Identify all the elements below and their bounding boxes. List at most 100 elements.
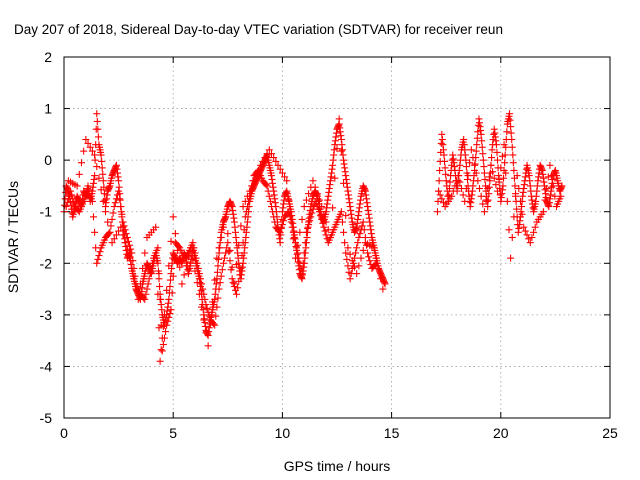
data-point — [242, 208, 250, 216]
data-point — [238, 252, 246, 260]
data-point — [379, 285, 387, 293]
data-point — [281, 173, 289, 181]
data-point — [99, 177, 107, 185]
data-point — [70, 199, 78, 207]
y-tick-label: 2 — [44, 49, 52, 65]
data-point — [298, 215, 306, 223]
data-point — [322, 218, 330, 226]
chart-title: Day 207 of 2018, Sidereal Day-to-day VTE… — [14, 22, 503, 37]
data-point — [316, 208, 324, 216]
data-point — [198, 303, 206, 311]
data-point — [503, 128, 511, 136]
data-point — [89, 213, 97, 221]
data-point — [202, 301, 210, 309]
data-point — [128, 264, 136, 272]
data-point — [213, 254, 221, 262]
data-point — [500, 174, 508, 182]
y-tick-label: -3 — [40, 307, 53, 323]
data-point — [329, 204, 337, 212]
data-point — [352, 249, 360, 257]
data-point — [302, 228, 310, 236]
data-point — [365, 253, 373, 261]
data-point — [285, 196, 293, 204]
data-point — [93, 163, 101, 171]
data-point — [549, 182, 557, 190]
data-point — [304, 224, 312, 232]
data-point — [264, 187, 272, 195]
data-point — [141, 249, 149, 257]
data-point — [300, 249, 308, 257]
data-point — [115, 177, 123, 185]
data-point — [523, 231, 531, 239]
data-point — [551, 192, 559, 200]
data-point — [515, 185, 523, 193]
data-point — [272, 157, 280, 165]
data-point — [441, 164, 449, 172]
data-point — [518, 210, 526, 218]
data-point — [319, 219, 327, 227]
data-point — [170, 255, 178, 263]
data-point — [501, 159, 509, 167]
data-point — [508, 143, 516, 151]
data-point — [98, 157, 106, 165]
data-point — [248, 182, 256, 190]
data-point — [117, 223, 125, 231]
data-point — [480, 208, 488, 216]
data-point — [218, 266, 226, 274]
data-point — [301, 239, 309, 247]
data-point — [318, 203, 326, 211]
data-point — [160, 311, 168, 319]
data-point — [156, 295, 164, 303]
data-point — [164, 317, 172, 325]
x-tick-label: 5 — [169, 425, 177, 441]
data-point — [267, 203, 275, 211]
data-point — [370, 244, 378, 252]
data-point — [355, 262, 363, 270]
data-point — [257, 161, 265, 169]
data-point — [250, 177, 258, 185]
data-point — [289, 228, 297, 236]
data-point — [484, 203, 492, 211]
data-point — [213, 303, 221, 311]
data-point — [239, 239, 247, 247]
data-point — [118, 210, 126, 218]
data-point — [106, 228, 114, 236]
data-point — [520, 223, 528, 231]
data-point — [168, 289, 176, 297]
data-point — [297, 264, 305, 272]
data-point — [63, 199, 71, 207]
data-point — [439, 199, 447, 207]
data-point — [360, 226, 368, 234]
data-point — [525, 235, 533, 243]
y-tick-label: -4 — [40, 358, 53, 374]
data-point — [219, 259, 227, 267]
data-point — [68, 191, 76, 199]
data-point — [213, 268, 221, 276]
data-point — [199, 285, 207, 293]
data-point — [446, 178, 454, 186]
data-point — [274, 161, 282, 169]
data-point — [366, 257, 374, 265]
data-point — [313, 190, 321, 198]
data-point — [269, 208, 277, 216]
data-point — [166, 310, 174, 318]
data-point — [206, 320, 214, 328]
data-point — [191, 249, 199, 257]
data-point — [311, 183, 319, 191]
data-point — [485, 183, 493, 191]
data-point — [442, 170, 450, 178]
data-point — [142, 290, 150, 298]
data-point — [157, 346, 165, 354]
data-point — [371, 261, 379, 269]
data-point — [462, 185, 470, 193]
data-point — [116, 195, 124, 203]
data-point — [123, 234, 131, 241]
data-point — [155, 324, 163, 332]
data-point — [222, 213, 230, 221]
data-point — [477, 192, 485, 200]
data-point — [180, 271, 188, 279]
data-point — [509, 151, 517, 159]
data-point — [544, 173, 552, 181]
x-tick-label: 10 — [275, 425, 291, 441]
